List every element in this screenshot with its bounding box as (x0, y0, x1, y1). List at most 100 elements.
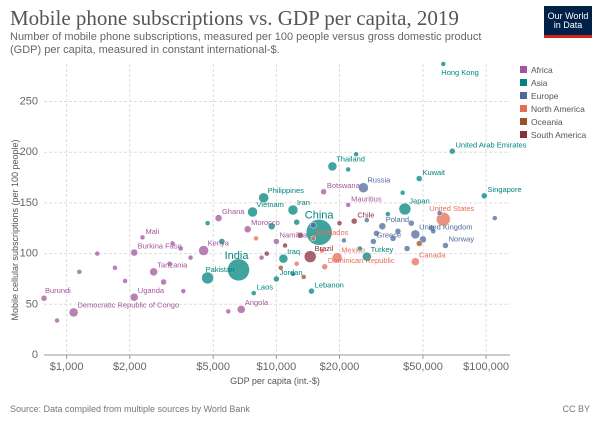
point-label: Mali (145, 227, 159, 236)
x-tick-label: $1,000 (50, 361, 84, 373)
logo-line-2: in Data (553, 20, 583, 30)
data-point (394, 228, 402, 235)
data-point (130, 248, 138, 257)
y-tick-label: 0 (32, 349, 38, 361)
data-point (169, 240, 176, 247)
data-point (415, 175, 423, 182)
data-point (290, 271, 296, 277)
point-label: Lebanon (315, 280, 344, 289)
data-point (442, 242, 449, 249)
data-point (370, 238, 377, 245)
data-point (218, 238, 226, 245)
data-point (273, 238, 280, 245)
point-label: Iran (297, 198, 310, 207)
data-point (247, 206, 258, 218)
data-point (357, 245, 363, 252)
data-point (353, 151, 359, 157)
point-label: China (305, 209, 335, 221)
point-label: Brazil (315, 244, 334, 253)
y-tick-label: 250 (20, 96, 38, 108)
point-label: Uganda (138, 286, 165, 295)
legend-swatch (520, 79, 527, 86)
data-point (187, 254, 194, 261)
point-label: Canada (419, 250, 446, 259)
legend-label: Asia (531, 78, 548, 88)
point-label: Vietnam (257, 200, 284, 209)
data-point (320, 188, 327, 196)
point-labels: Hong Kong United Arab Emirates Thailand Kuw… (45, 68, 527, 310)
source-note: Source: Data compiled from multiple sour… (10, 404, 250, 414)
data-point (364, 217, 370, 223)
data-point (430, 228, 437, 235)
legend-swatch (520, 105, 527, 112)
point-label: Morocco (251, 218, 280, 227)
y-tick-label: 100 (20, 248, 38, 260)
point-label: Iraq (287, 247, 300, 256)
data-point (287, 204, 299, 216)
point-label: United Kingdom (419, 223, 472, 232)
point-label: Poland (386, 215, 409, 224)
x-tick-label: $5,000 (196, 361, 230, 373)
legend-swatch (520, 131, 527, 138)
data-point (327, 161, 338, 172)
data-point (399, 190, 406, 196)
data-point (139, 234, 146, 241)
point-label: India (225, 250, 250, 262)
point-label: United Arab Emirates (456, 140, 527, 149)
point-label: Democratic Republic of Congo (77, 301, 179, 310)
data-point (415, 240, 423, 247)
data-point (321, 263, 328, 271)
point-label: Laos (257, 283, 274, 292)
point-label: Chile (357, 210, 374, 219)
data-point (76, 269, 83, 275)
data-point (250, 290, 257, 296)
point-label: Hong Kong (441, 68, 479, 77)
data-point (362, 251, 372, 262)
owid-logo[interactable]: Our World in Data (544, 6, 592, 38)
legend-label: South America (531, 130, 587, 140)
point-label: Mauritius (351, 194, 382, 203)
license-note: CC BY (562, 404, 590, 414)
point-label: Pakistan (206, 265, 235, 274)
data-point (319, 247, 325, 254)
data-point (303, 250, 317, 263)
data-point (293, 260, 300, 267)
point-label: Angola (245, 298, 269, 307)
data-point (253, 235, 259, 242)
x-axis-label: GDP per capita (int.-$) (230, 376, 320, 386)
data-point (258, 192, 269, 204)
legend-swatch (520, 118, 527, 125)
point-label: Namibia (280, 231, 308, 240)
point-label: United States (429, 204, 474, 213)
data-point (436, 210, 443, 216)
chart-title: Mobile phone subscriptions vs. GDP per c… (10, 6, 459, 30)
x-tick-label: $10,000 (256, 361, 296, 373)
data-point (166, 260, 173, 267)
data-point (300, 274, 307, 280)
point-label: Norway (449, 235, 475, 244)
data-point (403, 245, 411, 252)
data-point (358, 182, 369, 193)
point-label: Kenya (208, 239, 230, 248)
legend: Africa Asia Europe North America Oceania Sout… (520, 65, 587, 140)
data-point (204, 220, 211, 226)
data-point (236, 305, 246, 314)
y-tick-label: 150 (20, 197, 38, 209)
data-point (273, 275, 280, 283)
data-point (258, 254, 265, 261)
point-label: Burkina Faso (138, 241, 182, 250)
data-point (180, 288, 187, 294)
x-tick-label: $50,000 (403, 361, 443, 373)
data-point (492, 215, 498, 221)
legend-swatch (520, 66, 527, 73)
data-point (345, 166, 351, 173)
y-axis-label: Mobile cellular subscriptions (per 100 p… (10, 139, 20, 320)
x-tick-label: $20,000 (320, 361, 360, 373)
data-point (345, 202, 351, 208)
data-point (160, 278, 167, 286)
point-label: Jordan (280, 268, 303, 277)
data-point (225, 308, 232, 315)
gridlines: 0 50 100 150 200 250 $1,000 $2,000 $5,000 $10,000… (20, 64, 510, 373)
data-point (68, 307, 79, 318)
